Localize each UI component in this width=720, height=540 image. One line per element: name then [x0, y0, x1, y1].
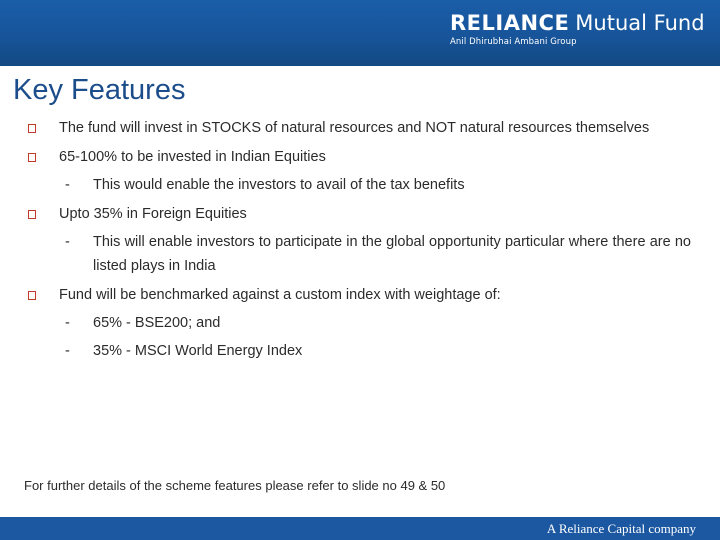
sub-list: - This would enable the investors to ava…	[59, 173, 691, 197]
sub-list: - This will enable investors to particip…	[59, 230, 691, 278]
square-bullet-icon	[28, 210, 36, 219]
sub-bullet-item: - 65% - BSE200; and	[59, 311, 691, 335]
sub-bullet-text: 65% - BSE200; and	[93, 315, 221, 331]
bullet-text: Fund will be benchmarked against a custo…	[59, 287, 501, 303]
square-bullet-icon	[28, 124, 36, 133]
reliance-mutual-fund-logo: RELIANCE Mutual Fund Anil Dhirubhai Amban…	[450, 11, 705, 48]
sub-bullet-text: 35% - MSCI World Energy Index	[93, 343, 303, 359]
bullet-text: Upto 35% in Foreign Equities	[59, 206, 247, 222]
sub-bullet-item: - This will enable investors to particip…	[59, 230, 691, 278]
footer-text: A Reliance Capital company	[546, 521, 696, 536]
brand-product: Mutual Fund	[575, 11, 705, 35]
bullet-item: Fund will be benchmarked against a custo…	[27, 283, 691, 363]
slide-title: Key Features	[13, 74, 186, 106]
sub-bullet-text: This would enable the investors to avail…	[93, 177, 465, 193]
bullet-item: 65-100% to be invested in Indian Equitie…	[27, 145, 691, 197]
dash-icon: -	[65, 177, 70, 193]
bullet-text: 65-100% to be invested in Indian Equitie…	[59, 149, 326, 165]
sub-list: - 65% - BSE200; and - 35% - MSCI World E…	[59, 311, 691, 363]
footer-band: A Reliance Capital company	[0, 517, 720, 540]
square-bullet-icon	[28, 153, 36, 162]
dash-icon: -	[65, 234, 70, 250]
brand-group: Anil Dhirubhai Ambani Group	[450, 37, 577, 47]
key-features-list: The fund will invest in STOCKS of natura…	[27, 116, 691, 368]
bullet-text: The fund will invest in STOCKS of natura…	[59, 120, 650, 136]
bullet-item: Upto 35% in Foreign Equities - This will…	[27, 202, 691, 278]
dash-icon: -	[65, 315, 70, 331]
dash-icon: -	[65, 343, 70, 359]
bullet-item: The fund will invest in STOCKS of natura…	[27, 116, 691, 140]
sub-bullet-text: This will enable investors to participat…	[93, 234, 691, 274]
sub-bullet-item: - 35% - MSCI World Energy Index	[59, 339, 691, 363]
footnote: For further details of the scheme featur…	[24, 478, 446, 493]
brand-name: RELIANCE	[450, 11, 570, 35]
header-band: RELIANCE Mutual Fund Anil Dhirubhai Amban…	[0, 0, 720, 66]
square-bullet-icon	[28, 291, 36, 300]
sub-bullet-item: - This would enable the investors to ava…	[59, 173, 691, 197]
